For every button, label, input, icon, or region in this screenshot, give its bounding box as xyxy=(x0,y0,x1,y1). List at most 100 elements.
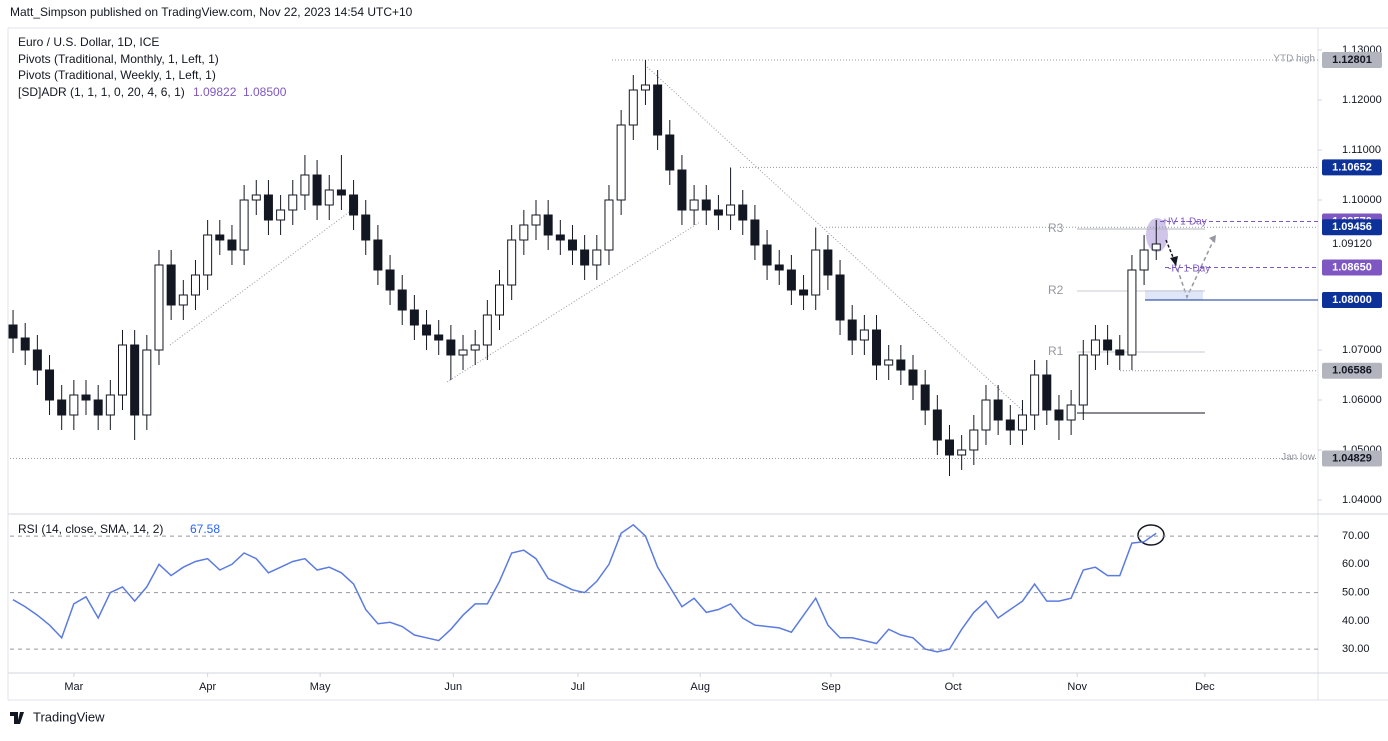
y-tick-label: 1.12000 xyxy=(1342,94,1382,106)
candle-body xyxy=(908,369,918,386)
candle-body xyxy=(422,324,432,336)
candle-body xyxy=(495,284,505,316)
candle-body xyxy=(166,264,176,306)
candle-body xyxy=(312,174,322,206)
arrow-head xyxy=(1170,256,1178,266)
candle-body xyxy=(190,274,200,296)
rsi-tick-label: 60.00 xyxy=(1342,558,1370,570)
candle-body xyxy=(677,169,687,211)
candle-body xyxy=(592,249,602,266)
candle-body xyxy=(957,449,967,456)
candle-body xyxy=(580,249,590,266)
y-tick-label: 1.11000 xyxy=(1342,144,1381,156)
candle-body xyxy=(628,89,638,126)
candle-body xyxy=(93,399,103,416)
candle-body xyxy=(1054,409,1064,421)
candle-body xyxy=(872,329,882,366)
candle-body xyxy=(859,329,869,341)
candle-body xyxy=(726,204,736,216)
level-box xyxy=(1322,219,1382,236)
level-note: YTD high xyxy=(1273,54,1315,65)
candle-body xyxy=(276,209,286,221)
candle-body xyxy=(993,399,1003,421)
candle-body xyxy=(8,324,18,339)
candle-body xyxy=(1017,414,1027,431)
level-label: 1.10652 xyxy=(1332,161,1372,173)
indicator-value: 1.09822 xyxy=(193,85,237,99)
candle-body xyxy=(434,334,444,341)
symbol-title: Euro / U.S. Dollar, 1D, ICE xyxy=(18,35,159,49)
logo-mark xyxy=(10,712,24,724)
candle-body xyxy=(1078,354,1088,406)
candle-body xyxy=(555,234,565,241)
candle-body xyxy=(920,384,930,411)
candle-body xyxy=(1066,404,1076,421)
candle-body xyxy=(1127,269,1137,356)
x-tick-label: Apr xyxy=(199,681,216,693)
candle-body xyxy=(750,219,760,246)
rsi-tick-label: 30.00 xyxy=(1342,643,1370,655)
zone xyxy=(1145,290,1203,300)
candle-body xyxy=(1005,419,1015,431)
level-box xyxy=(1322,259,1382,276)
logo xyxy=(10,712,24,724)
candle-body xyxy=(446,339,456,356)
iv-label: +IV 1-Day xyxy=(1162,217,1207,228)
rsi-tick-label: 50.00 xyxy=(1342,586,1370,598)
candle-body xyxy=(336,189,346,196)
candle-body xyxy=(361,214,371,241)
y-tick-label: 1.06000 xyxy=(1342,394,1382,406)
candle-body xyxy=(482,314,492,346)
x-tick-label: Oct xyxy=(945,681,962,693)
candle-body xyxy=(69,394,79,416)
candle-body xyxy=(932,409,942,441)
highlight xyxy=(1146,218,1168,252)
indicator-label: [SD]ADR (1, 1, 1, 0, 20, 4, 6, 1) xyxy=(18,85,185,99)
highlight xyxy=(1137,524,1165,546)
candle-body xyxy=(1151,243,1161,251)
candle-body xyxy=(117,344,127,396)
candle-body xyxy=(239,199,249,251)
level-box xyxy=(1322,236,1382,252)
rsi-label: RSI (14, close, SMA, 14, 2) xyxy=(18,522,163,536)
candle-body xyxy=(786,269,796,291)
trendline xyxy=(446,221,701,383)
candle-body xyxy=(531,214,541,226)
candle-body xyxy=(349,194,359,216)
candle-body xyxy=(20,337,30,351)
level-label: 1.08650 xyxy=(1332,261,1372,273)
candle-body xyxy=(944,439,954,456)
level-label: 1.09120 xyxy=(1332,238,1372,250)
candle-body xyxy=(1090,339,1100,356)
candle-body xyxy=(738,204,748,221)
indicator-label: Pivots (Traditional, Monthly, 1, Left, 1… xyxy=(18,52,219,66)
candle-body xyxy=(130,344,140,416)
candle-body xyxy=(324,189,334,206)
candle-body xyxy=(57,399,67,416)
candle-body xyxy=(251,194,261,201)
candle-body xyxy=(1042,374,1052,411)
candle-body xyxy=(981,399,991,431)
candle-body xyxy=(653,84,663,136)
candle-body xyxy=(1115,349,1125,356)
candle-body xyxy=(884,359,894,366)
indicator-label: Pivots (Traditional, Weekly, 1, Left, 1) xyxy=(18,68,216,82)
candle-body xyxy=(203,234,213,276)
rsi-line xyxy=(12,523,1157,653)
candle-body xyxy=(385,269,395,291)
rsi-tick-label: 70.00 xyxy=(1342,530,1370,542)
candle-body xyxy=(616,124,626,201)
rsi-value: 67.58 xyxy=(190,522,220,536)
level-label: 1.12801 xyxy=(1332,54,1372,66)
candle-body xyxy=(689,199,699,211)
level-box xyxy=(1322,450,1382,467)
level-box xyxy=(1322,159,1382,176)
candle-body xyxy=(1139,249,1149,271)
x-tick-label: May xyxy=(310,681,331,693)
level-label: 1.04829 xyxy=(1332,452,1372,464)
x-tick-label: Mar xyxy=(64,681,83,693)
candle-body xyxy=(799,289,809,296)
candle-body xyxy=(154,264,164,351)
candle-body xyxy=(507,239,517,286)
